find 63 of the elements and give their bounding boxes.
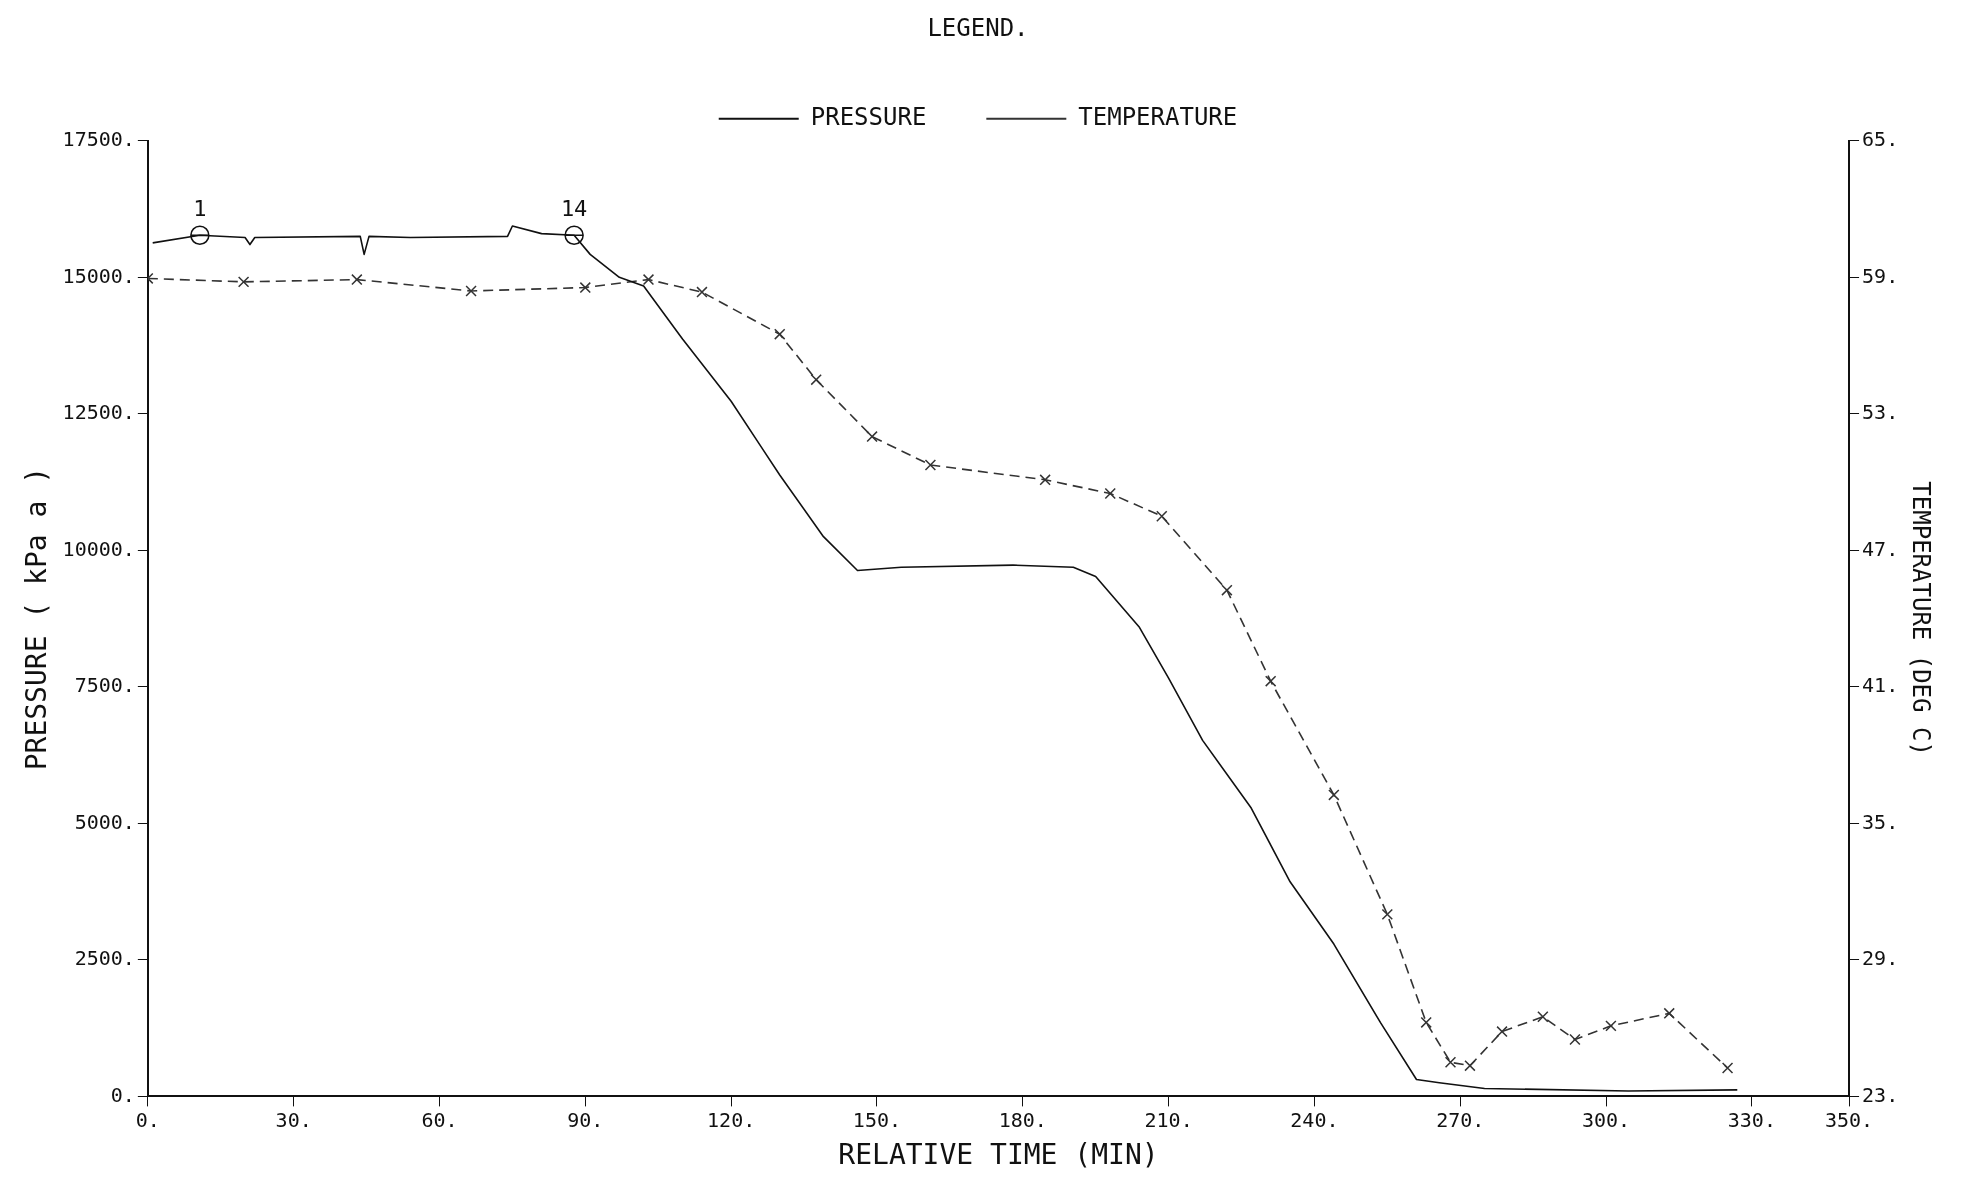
y-tick-label: 17500. [62,127,135,151]
y2-axis-title: TEMPERATURE (DEG C) [1907,481,1936,756]
y-tick-label: 5000. [74,809,135,834]
point [1444,1056,1457,1068]
point [1464,1059,1476,1072]
y2-tick-label: 23. [1862,1082,1899,1107]
point [1420,1016,1432,1029]
y-tick-label: 12500. [62,400,135,425]
y2-tick-label: 53. [1862,400,1899,425]
x-tick-label: 300. [1581,1107,1631,1132]
point [1156,510,1168,522]
x-tick-label: 330. [1727,1107,1776,1132]
legend-title: LEGEND. [927,14,1029,43]
y-tick-label: 15000. [62,263,135,288]
point [1104,487,1116,500]
y2-tick-label: 35. [1862,809,1899,834]
point [237,276,250,288]
y-tick-label: 2500. [74,946,135,971]
x-tick-label: 350. [1824,1107,1874,1132]
point [696,286,708,298]
point [579,281,592,294]
x-tick-label: 90. [567,1107,604,1132]
point [351,273,363,286]
x-tick-label: 120. [707,1107,756,1132]
point [1569,1033,1581,1046]
point [1039,474,1051,486]
point [866,430,878,443]
x-tick-label: 270. [1436,1107,1485,1132]
x-tick-label: 150. [852,1107,902,1132]
y2-tick-label: 47. [1862,536,1899,561]
x-axis-title: RELATIVE TIME (MIN) [838,1138,1159,1172]
x-tick-label: 240. [1290,1107,1339,1132]
point [774,328,786,340]
x-tick-label: 180. [998,1107,1047,1132]
y2-tick-label: 65. [1862,127,1899,151]
x-tick-label: 210. [1144,1107,1193,1132]
x-tick-label: 30. [275,1107,312,1132]
point [465,285,477,297]
point [1264,675,1277,687]
legend-label: TEMPERATURE [1078,103,1238,132]
y-tick-label: 7500. [74,673,135,698]
x-tick-label: 0. [135,1107,160,1132]
y2-tick-label: 41. [1862,673,1899,698]
annotation: 1 [193,195,207,221]
point [1663,1007,1675,1020]
x-tick-label: 60. [421,1107,458,1132]
point [642,273,655,286]
point [1328,789,1340,801]
point [1381,908,1394,921]
y-tick-label: 0. [110,1082,135,1107]
point [1605,1020,1617,1032]
annotation: 14 [560,195,588,221]
legend-label: PRESSURE [810,103,927,132]
point [924,459,937,471]
point [1537,1011,1549,1023]
y2-tick-label: 29. [1862,946,1899,971]
point [1221,584,1233,596]
y2-tick-label: 59. [1862,263,1899,288]
point [1496,1025,1508,1038]
y-axis-title: PRESSURE ( kPa a ) [20,466,54,771]
point [810,374,822,386]
y-tick-label: 10000. [62,536,135,561]
point [1721,1062,1734,1074]
